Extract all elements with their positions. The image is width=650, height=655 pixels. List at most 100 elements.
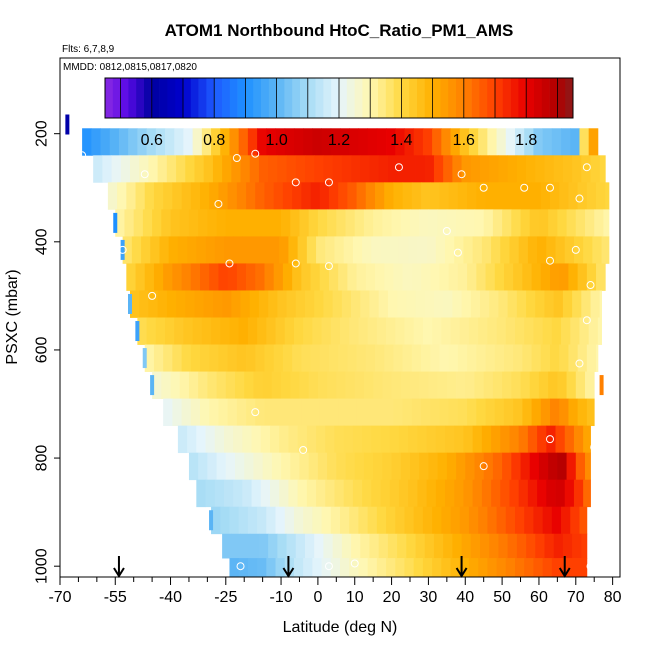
heatmap-cell	[491, 479, 501, 508]
heatmap-cell	[492, 452, 503, 481]
heatmap-cell	[395, 128, 405, 156]
heatmap-cell	[393, 344, 404, 372]
heatmap-cell	[231, 290, 241, 318]
observation-point	[251, 149, 260, 158]
heatmap-cell	[166, 155, 177, 183]
heatmap-cell	[439, 344, 450, 372]
heatmap-cell	[176, 290, 186, 318]
heatmap-cell	[246, 263, 256, 291]
heatmap-cell	[448, 398, 459, 427]
heatmap-cell	[559, 263, 569, 291]
heatmap-cell	[187, 425, 197, 454]
heatmap-cell	[553, 533, 564, 559]
heatmap-cell	[422, 558, 433, 578]
heatmap-cell	[581, 533, 588, 559]
heatmap-cell	[503, 344, 514, 372]
colorbar-swatch	[292, 78, 301, 118]
observation-point	[586, 281, 595, 290]
heatmap-cell	[268, 155, 278, 183]
observation-point	[394, 163, 403, 172]
heatmap-cell	[163, 182, 173, 210]
heatmap-cell	[369, 533, 380, 559]
heatmap-cell	[181, 344, 192, 372]
colorbar-swatch	[362, 78, 371, 118]
heatmap-cell	[485, 182, 496, 210]
heatmap-cell	[270, 479, 280, 508]
heatmap-cell	[236, 263, 247, 291]
heatmap-cell	[249, 290, 260, 318]
colorbar-swatch	[206, 78, 215, 118]
observation-point	[350, 559, 359, 568]
heatmap-cell	[214, 425, 225, 454]
heatmap-cell	[183, 128, 194, 156]
edge-bar	[120, 239, 125, 260]
heatmap-cell	[190, 398, 201, 427]
heatmap-cell	[596, 182, 606, 210]
heatmap-cell	[380, 425, 391, 454]
heatmap-cell	[253, 371, 264, 399]
heatmap-cell	[165, 128, 175, 156]
heatmap-cell	[338, 263, 348, 291]
heatmap-cell	[386, 317, 396, 345]
colorbar-swatch	[534, 78, 543, 118]
heatmap-cell	[288, 236, 299, 264]
heatmap-cell	[445, 425, 455, 454]
heatmap-cell	[153, 263, 164, 291]
x-tick-label: 10	[346, 589, 364, 606]
observation-point	[590, 443, 599, 452]
heatmap-cell	[435, 236, 446, 264]
heatmap-cell	[550, 182, 560, 210]
heatmap-cell	[240, 290, 251, 318]
heatmap-cell	[157, 290, 168, 318]
heatmap-cell	[557, 371, 567, 399]
heatmap-cell	[163, 398, 173, 427]
heatmap-cell	[483, 452, 494, 481]
heatmap-cell	[314, 155, 324, 183]
x-tick-label: -40	[159, 589, 182, 606]
heatmap-cell	[176, 155, 186, 183]
heatmap-cell	[328, 398, 339, 427]
heatmap-cell	[188, 371, 199, 399]
heatmap-cell	[218, 182, 229, 210]
heatmap-cell	[238, 506, 249, 535]
heatmap-cell	[181, 263, 192, 291]
heatmap-cell	[279, 236, 289, 264]
heatmap-cell	[266, 558, 276, 578]
heatmap-cell	[330, 128, 341, 156]
heatmap-cell	[500, 479, 510, 508]
heatmap-cell	[152, 371, 162, 399]
heatmap-cell	[526, 155, 536, 183]
heatmap-cell	[415, 290, 426, 318]
heatmap-cell	[367, 558, 378, 578]
heatmap-cell	[257, 128, 267, 156]
heatmap-cell	[262, 452, 273, 481]
heatmap-cell	[297, 236, 308, 264]
heatmap-cell	[163, 263, 173, 291]
heatmap-cell	[238, 128, 249, 156]
heatmap-cell	[255, 344, 265, 372]
heatmap-cell	[411, 263, 422, 291]
heatmap-cell	[433, 290, 444, 318]
heatmap-cell	[586, 344, 597, 372]
heatmap-cell	[553, 290, 564, 318]
heatmap-cell	[139, 155, 149, 183]
heatmap-cell	[277, 290, 287, 318]
heatmap-cell	[244, 452, 254, 481]
heatmap-cell	[378, 155, 389, 183]
heatmap-cell	[332, 155, 343, 183]
heatmap-cell	[352, 236, 363, 264]
colorbar-swatch	[526, 78, 535, 118]
heatmap-cell	[391, 452, 402, 481]
heatmap-cell	[334, 479, 345, 508]
heatmap-cell	[150, 236, 160, 264]
heatmap-cell	[550, 344, 560, 372]
heatmap-cell	[452, 533, 462, 559]
heatmap-cell	[351, 155, 361, 183]
heatmap-cell	[327, 452, 337, 481]
heatmap-cell	[389, 425, 400, 454]
heatmap-cell	[450, 558, 461, 578]
heatmap-cell	[459, 128, 470, 156]
heatmap-cell	[235, 371, 245, 399]
heatmap-cell	[371, 236, 381, 264]
heatmap-cell	[258, 155, 269, 183]
